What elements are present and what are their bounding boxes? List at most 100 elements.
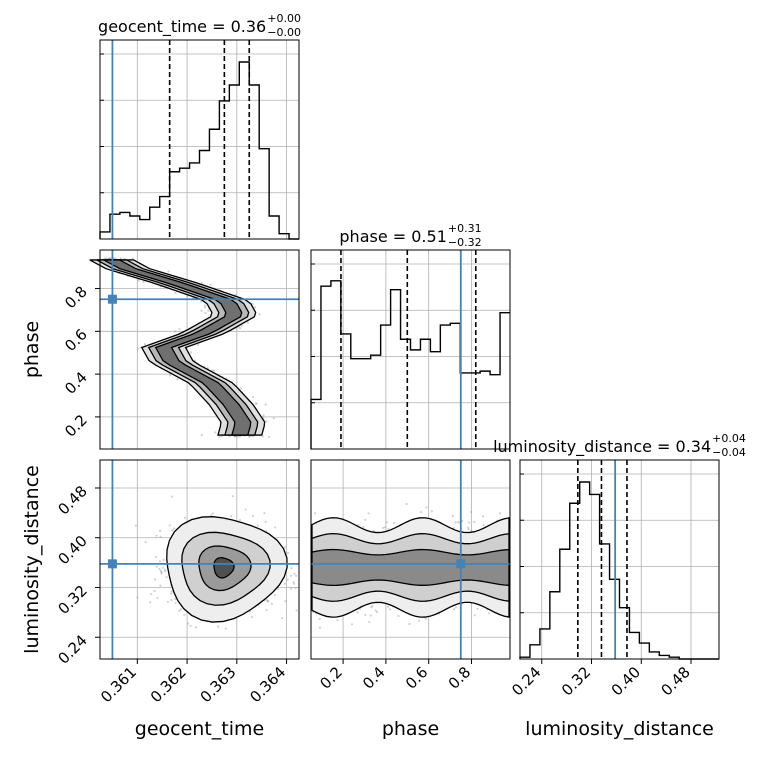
sample-point xyxy=(197,343,200,347)
title-sup: +0.00 xyxy=(267,12,301,25)
sample-point xyxy=(286,578,289,581)
sample-point xyxy=(419,510,423,514)
truth-marker xyxy=(107,294,117,304)
sample-point xyxy=(160,571,163,574)
sample-point xyxy=(207,309,210,312)
sample-point xyxy=(265,420,268,423)
sample-point xyxy=(371,604,374,607)
sample-point xyxy=(154,555,157,559)
y-tick-label: 0.4 xyxy=(61,368,91,398)
sample-point xyxy=(239,387,242,390)
sample-point xyxy=(239,435,242,438)
sample-point xyxy=(452,608,456,611)
sample-point xyxy=(466,526,470,529)
sample-point xyxy=(173,527,176,530)
sample-point xyxy=(246,321,249,325)
axes: 0.361 0.362 0.363 0.364 geocent_time 0.2 0.4 0.… xyxy=(21,283,714,740)
x-tick-label: 0.8 xyxy=(445,663,475,693)
sample-point xyxy=(231,495,234,498)
sample-point xyxy=(280,617,284,620)
hist-panel-luminosity_distance: luminosity_distance = 0.34 +0.04−0.04 xyxy=(493,432,746,660)
sample-point xyxy=(200,300,203,303)
sample-point xyxy=(270,602,273,605)
sample-point xyxy=(169,374,172,377)
sample-point xyxy=(159,535,162,538)
sample-point xyxy=(293,572,296,575)
density-panel-phase-vs-luminosity_distance xyxy=(310,459,511,660)
sample-point xyxy=(258,313,261,316)
sample-point xyxy=(263,512,266,515)
sample-point xyxy=(482,515,485,518)
sample-point xyxy=(164,570,167,573)
sample-point xyxy=(204,304,207,307)
sample-point xyxy=(367,512,370,515)
y-axis-label: luminosity_distance xyxy=(21,465,43,654)
sample-point xyxy=(252,435,255,438)
sample-point xyxy=(119,257,123,260)
sample-point xyxy=(143,343,147,346)
sample-point xyxy=(408,622,411,626)
sample-point xyxy=(454,606,458,609)
sample-point xyxy=(262,414,265,417)
sample-point xyxy=(470,529,473,533)
sample-point xyxy=(467,528,470,531)
contours xyxy=(89,259,266,436)
hist-panel-geocent_time: geocent_time = 0.36 +0.00−0.00 xyxy=(98,12,301,240)
sample-point xyxy=(392,521,396,525)
sample-point xyxy=(369,614,372,617)
sample-point xyxy=(283,546,287,549)
panel-title-phase: phase = 0.51 +0.31−0.32 xyxy=(339,222,481,249)
sample-point xyxy=(166,600,170,603)
sample-point xyxy=(150,592,153,596)
sample-point xyxy=(357,523,360,527)
y-tick-label: 0.2 xyxy=(61,411,91,441)
sample-point xyxy=(397,614,400,618)
title-sub: −0.32 xyxy=(448,236,482,249)
x-tick-label: 0.40 xyxy=(608,663,644,699)
sample-point xyxy=(200,433,203,437)
sample-point xyxy=(244,508,247,511)
sample-point xyxy=(179,608,183,611)
sample-point xyxy=(249,435,252,438)
hist-phase-frame xyxy=(310,249,511,450)
sample-point xyxy=(186,622,190,625)
contour-level xyxy=(311,548,510,587)
sample-point xyxy=(454,521,457,524)
sample-point xyxy=(224,627,227,630)
y-axis-label: phase xyxy=(21,321,43,378)
sample-point xyxy=(276,587,280,591)
sample-point xyxy=(217,625,220,628)
sample-point xyxy=(108,256,111,260)
sample-point xyxy=(228,435,231,438)
sample-point xyxy=(254,402,257,405)
sample-point xyxy=(385,521,388,524)
sample-point xyxy=(273,593,277,597)
sample-point xyxy=(283,582,286,585)
contour-level xyxy=(213,557,235,579)
hist-panel-phase: phase = 0.51 +0.31−0.32 xyxy=(310,222,511,450)
sample-point xyxy=(158,560,161,563)
sample-point xyxy=(218,435,221,438)
sample-point xyxy=(139,346,142,349)
sample-point xyxy=(251,514,255,517)
contours xyxy=(166,516,288,623)
sample-point xyxy=(203,306,206,309)
sample-point xyxy=(163,568,166,571)
sample-point xyxy=(174,601,177,604)
sample-point xyxy=(295,574,298,578)
sample-point xyxy=(160,572,163,575)
sample-point xyxy=(248,435,251,438)
panel-title-luminosity_distance: luminosity_distance = 0.34 +0.04−0.04 xyxy=(493,432,746,459)
sample-point xyxy=(204,311,207,315)
y-tick-label: 0.40 xyxy=(54,532,90,568)
sample-point xyxy=(292,580,295,584)
sample-point xyxy=(253,306,257,309)
sample-point xyxy=(286,551,290,555)
sample-point xyxy=(476,607,479,611)
y-tick-label: 0.8 xyxy=(61,283,91,313)
sample-point xyxy=(356,611,359,614)
sample-point xyxy=(467,521,471,524)
sample-point xyxy=(251,395,255,399)
sample-point xyxy=(284,600,287,603)
sample-point xyxy=(289,587,292,590)
